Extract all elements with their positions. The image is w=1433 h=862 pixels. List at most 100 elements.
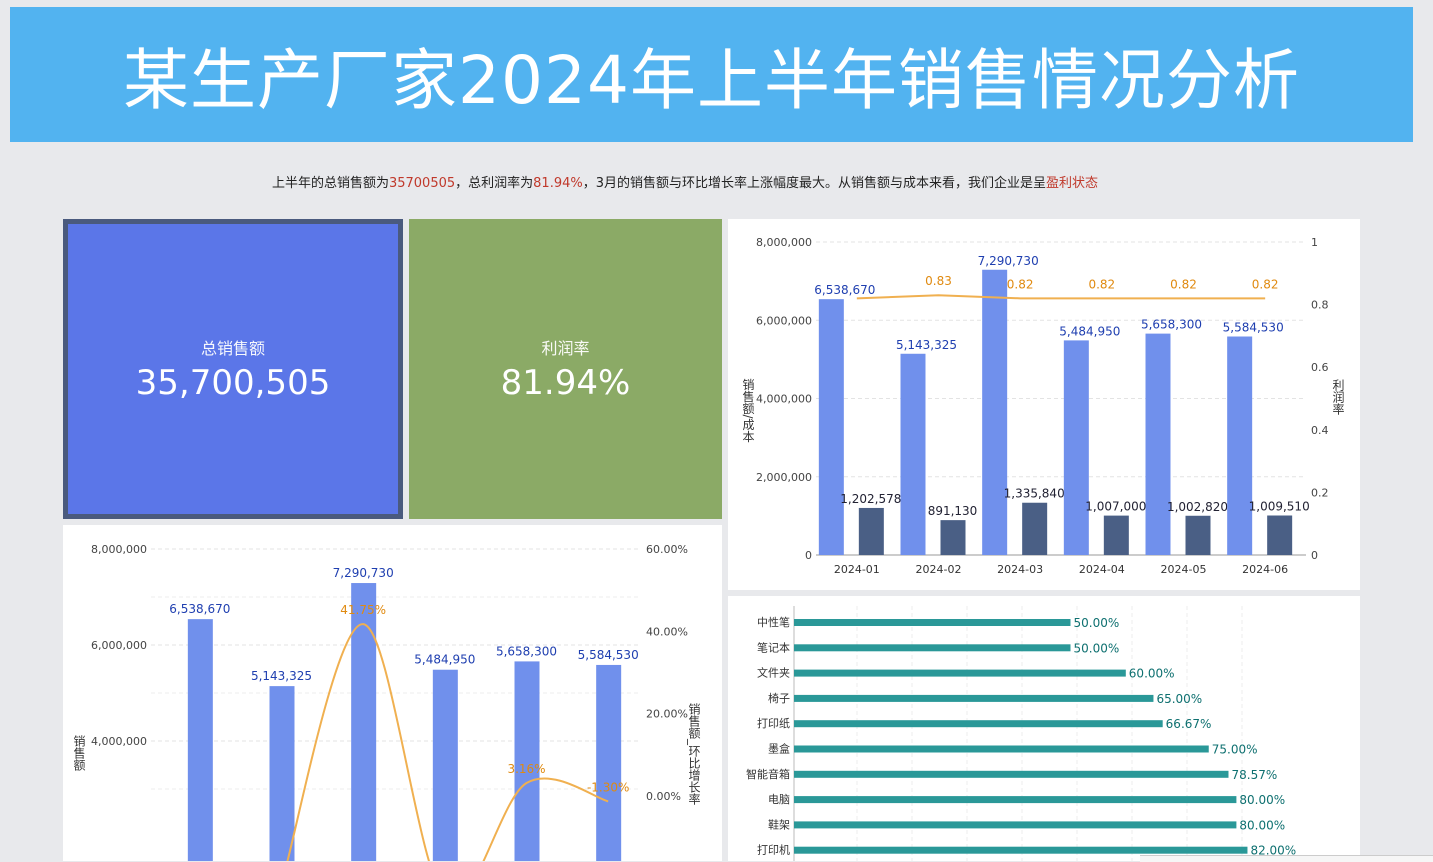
summary-text: 上半年的总销售额为35700505，总利润率为81.94%，3月的销售额与环比增… [0,172,1370,191]
cost-data-label: 891,130 [928,504,978,518]
y-tick-label: 6,000,000 [756,314,812,327]
dashboard-title: 某生产厂家2024年上半年销售情况分析 [10,7,1413,142]
growth-rate-line [286,623,609,861]
sales-cost-profit-chart-panel[interactable]: 0 2,000,000 4,000,000 6,000,000 8,000,000 0 0.… [728,219,1360,590]
profit-bar [794,821,1237,829]
x-tick-label: 2024-03 [997,563,1043,576]
summary-part-3: ，3月的销售额与环比增长率上涨幅度最大。从销售额与成本来看，我们企业是呈 [582,176,1047,191]
sales-bar [187,619,213,861]
category-label: 墨盒 [768,742,790,756]
sales-data-label: 6,538,670 [814,283,875,297]
cost-bar [1267,515,1293,555]
y2-tick-label: 60.00% [646,543,688,556]
y2-tick-label: 0.6 [1311,361,1329,374]
sales-bar [1145,333,1171,555]
profit-bar [794,669,1126,677]
total-sales-value: 35,700,505 [135,363,331,403]
y-tick-label: 8,000,000 [756,236,812,249]
summary-state: 盈利状态 [1046,176,1099,191]
profit-bar [794,796,1237,804]
sales-data-label: 5,658,300 [1141,318,1202,332]
cost-data-label: 1,335,840 [1004,487,1065,501]
x-tick-label: 2024-02 [916,563,962,576]
growth-rate-label: 3.16% [507,762,545,776]
y-tick-label: 4,000,000 [756,393,812,406]
y2-axis-label: 销售额_环比增长率 [687,703,701,805]
profit-bar [794,644,1071,652]
profit-bar [794,720,1163,728]
sales-growth-chart: 8,000,000 6,000,000 4,000,000 60.00% 40.00% 2… [72,543,701,861]
sales-data-label: 5,658,300 [496,644,557,658]
profit-data-label: 75.00% [1212,743,1258,757]
profit-rate-label: 0.82 [1007,277,1034,291]
summary-total: 35700505 [388,176,456,191]
category-label: 椅子 [768,691,790,705]
y-tick-label: 0 [805,549,812,562]
sales-data-label: 5,143,325 [896,338,957,352]
cost-bar [1022,502,1048,555]
profit-data-label: 78.57% [1231,768,1277,782]
profit-data-label: 60.00% [1129,667,1175,681]
profit-bar [794,846,1248,854]
sales-data-label: 7,290,730 [333,566,394,580]
y2-tick-label: 1 [1311,236,1318,249]
profit-bar [794,770,1229,778]
sales-bar [982,269,1008,555]
profit-data-label: 66.67% [1166,717,1212,731]
sales-data-label: 5,484,950 [1059,324,1120,338]
profit-data-label: 82.00% [1250,844,1296,858]
category-label: 鞋架 [768,817,790,831]
cost-data-label: 1,002,820 [1167,500,1228,514]
profit-rate-line [856,294,1266,300]
profit-bar [794,745,1209,753]
sales-data-label: 6,538,670 [169,602,230,616]
sales-bar [1227,336,1253,555]
profit-data-label: 50.00% [1074,641,1120,655]
category-label: 中性笔 [757,615,790,629]
category-label: 文件夹 [757,666,790,680]
sales-cost-profit-chart: 0 2,000,000 4,000,000 6,000,000 8,000,000 0 0.… [741,236,1345,576]
y2-tick-label: 40.00% [646,625,688,638]
profit-data-label: 65.00% [1156,692,1202,706]
horizontal-scrollbar[interactable] [1140,855,1433,862]
profit-data-label: 50.00% [1074,616,1120,630]
profit-rate-card[interactable]: 利润率 81.94% [409,219,722,519]
y-tick-label: 2,000,000 [756,471,812,484]
sales-data-label: 5,584,530 [1223,321,1284,335]
total-sales-label: 总销售额 [200,339,265,358]
profit-rate-value: 81.94% [500,363,631,403]
profit-bar [794,694,1154,702]
category-label: 笔记本 [757,640,790,654]
sales-growth-chart-panel[interactable]: 8,000,000 6,000,000 4,000,000 60.00% 40.00% 2… [63,525,722,861]
category-label: 智能音箱 [746,767,790,781]
sales-bar [900,353,926,555]
summary-part-1: 上半年的总销售额为 [271,176,389,191]
y-tick-label: 4,000,000 [91,735,147,748]
x-tick-label: 2024-05 [1161,563,1207,576]
y2-tick-label: 0.8 [1311,299,1329,312]
product-profit-chart-panel[interactable]: 中性笔 50.00% 笔记本 50.00% 文件夹 60.00% 椅子 65.00% 打印纸 66… [728,596,1360,861]
y2-axis-label: 利润率 [1331,379,1345,415]
cost-bar [1103,515,1129,555]
cost-data-label: 1,202,578 [840,492,901,506]
x-tick-label: 2024-06 [1242,563,1288,576]
growth-rate-label: 41.75% [340,603,386,617]
summary-part-2: ，总利润率为 [455,176,534,191]
profit-bar [794,619,1071,626]
profit-rate-label: 0.82 [1252,277,1279,291]
profit-data-label: 80.00% [1239,818,1285,832]
y2-tick-label: 20.00% [646,708,688,721]
cost-bar [858,507,884,555]
category-label: 打印机 [757,843,790,857]
total-sales-card[interactable]: 总销售额 35,700,505 [63,219,403,519]
cost-bar [1185,515,1211,555]
category-label: 打印纸 [757,716,790,730]
profit-rate-label: 0.82 [1170,277,1197,291]
y2-tick-label: 0.4 [1311,424,1329,437]
sales-data-label: 5,484,950 [414,653,475,667]
y2-tick-label: 0.2 [1311,486,1329,499]
sales-bar [818,299,844,555]
product-profit-chart: 中性笔 50.00% 笔记本 50.00% 文件夹 60.00% 椅子 65.00% 打印纸 66… [746,606,1296,861]
cost-data-label: 1,009,510 [1249,500,1310,514]
y-axis-label: 销售额/成本 [741,378,755,443]
